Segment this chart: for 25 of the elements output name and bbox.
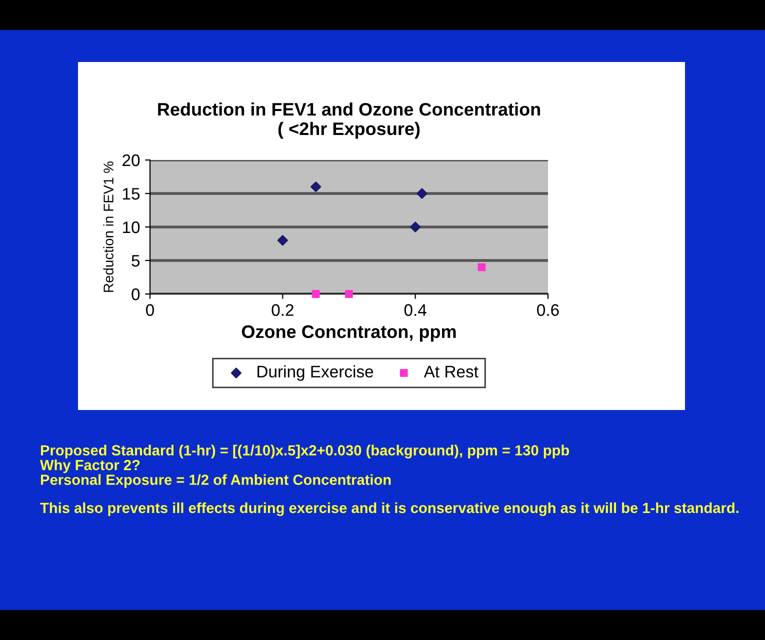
y-tick-label: 15: [123, 188, 140, 200]
y-axis-title: Reduction in FEV1 %: [103, 161, 114, 292]
text: Personal Exposure = 1/2 of Ambient Concentration: [40, 474, 391, 488]
point: [312, 290, 320, 298]
text: This also prevents ill effects during exercise and it is conservative enough as it will be 1-hr standard.: [40, 502, 738, 516]
text: Proposed Standard (1-hr) = [(1/10)x.5]x2+0.030 (background), ppm = 130 ppb: [40, 444, 569, 458]
x-tick-label: 0.6: [537, 304, 559, 316]
text: Why Factor 2?: [40, 460, 140, 474]
point: [478, 263, 486, 272]
point: [277, 235, 288, 246]
y-tick-label: 5: [132, 255, 140, 267]
x-tick-label: 0: [146, 304, 154, 316]
legend-label: During Exercise: [258, 365, 374, 381]
legend-label: At Rest: [424, 366, 478, 378]
x-tick-label: 0.4: [404, 304, 426, 316]
x-tick-label: 0.2: [272, 304, 294, 316]
point: [345, 290, 353, 298]
y-tick-label: 10: [123, 221, 140, 234]
y-tick-label: 0: [132, 288, 140, 300]
chart-title: Reduction in FEV1 and Ozone Concentration ( <2hr Exposure): [158, 102, 540, 139]
y-tick-label: 20: [122, 154, 140, 166]
point: [416, 188, 428, 199]
x-axis-title: Ozone Concntraton, ppm: [242, 325, 456, 342]
point: [410, 222, 421, 232]
point: [310, 182, 322, 192]
